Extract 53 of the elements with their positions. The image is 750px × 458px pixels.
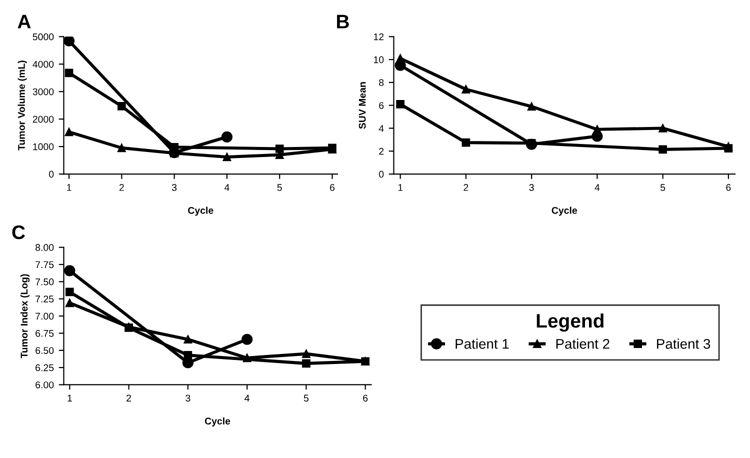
y-axis-title: SUV Mean [358,82,366,129]
x-tick-label: 2 [464,184,468,191]
x-tick-label: 5 [304,394,308,402]
x-tick-label: 4 [594,184,600,191]
y-tick-label: 3000 [32,88,54,96]
x-tick-label: 1 [68,394,72,402]
y-tick-label: 6.25 [36,364,54,372]
x-tick-label: 5 [660,184,666,191]
chart-title: A [18,14,31,28]
x-tick-label: 2 [119,184,124,191]
y-tick-label: 7.50 [36,278,54,286]
x-tick-label: 4 [244,394,250,402]
y-axis-title: Tumor Index (Log) [20,274,30,358]
x-tick-label: 1 [398,184,403,191]
x-tick-label: 3 [186,394,190,402]
y-tick-label: 2000 [32,116,54,123]
x-tick-label: 2 [126,394,132,402]
legend-label: Patient 2 [556,338,610,349]
y-tick-label: 4000 [32,60,54,68]
x-tick-label: 6 [330,184,335,191]
legend-label: Patient 3 [657,338,710,349]
x-tick-label: 1 [67,184,72,191]
y-tick-label: 7.25 [36,296,54,302]
y-tick-label: 5000 [32,33,54,40]
y-tick-label: 1000 [33,143,54,150]
legend-label: Patient 1 [456,338,509,349]
x-tick-label: 5 [277,184,282,191]
y-tick-label: 7.75 [36,261,54,268]
y-tick-label: 7.00 [36,312,54,320]
legend-title: Legend [536,313,604,332]
y-tick-label: 2 [379,148,384,155]
y-tick-label: 6.00 [36,381,54,388]
x-tick-label: 3 [172,184,177,191]
y-axis-title: Tumor Volume (mL) [18,60,27,150]
y-tick-label: 6.75 [36,330,54,337]
x-tick-label: 3 [529,184,534,191]
chart-title: C [12,225,25,240]
x-tick-label: 6 [726,184,731,191]
y-tick-label: 0 [49,170,54,178]
chart-title: B [337,14,349,28]
y-tick-label: 0 [379,170,384,178]
x-tick-label: 4 [224,184,230,191]
y-tick-label: 8.00 [36,244,54,251]
y-tick-label: 12 [374,33,384,40]
y-tick-label: 6.50 [36,347,54,354]
x-tick-label: 6 [363,394,368,402]
x-axis-title: Cycle [552,206,578,216]
y-tick-label: 8 [379,79,384,86]
y-tick-label: 6 [379,102,384,109]
x-axis-title: Cycle [204,417,230,426]
y-tick-label: 4 [378,125,384,132]
y-tick-label: 10 [374,56,384,64]
x-axis-title: Cycle [188,206,214,216]
